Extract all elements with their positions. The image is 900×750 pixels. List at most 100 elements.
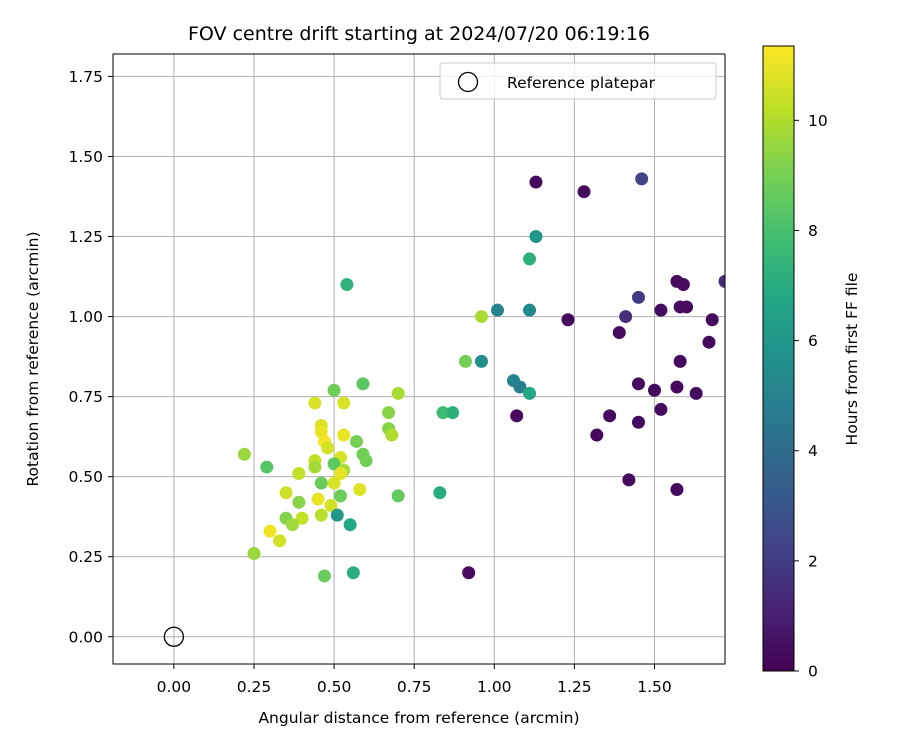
data-point xyxy=(631,415,645,429)
data-point xyxy=(337,396,351,410)
data-point xyxy=(333,466,347,480)
chart-title: FOV centre drift starting at 2024/07/20 … xyxy=(188,23,650,45)
data-point xyxy=(260,460,274,474)
data-point xyxy=(327,383,341,397)
data-point xyxy=(603,409,617,423)
data-point xyxy=(702,335,716,349)
data-point xyxy=(356,377,370,391)
x-axis-label: Angular distance from reference (arcmin) xyxy=(258,709,579,727)
y-tick-label: 0.75 xyxy=(68,388,103,406)
data-point xyxy=(622,473,636,487)
data-point xyxy=(433,486,447,500)
data-point xyxy=(474,310,488,324)
x-tick-label: 0.25 xyxy=(237,678,272,696)
y-tick-label: 1.75 xyxy=(68,68,103,86)
data-point xyxy=(382,406,396,420)
data-point xyxy=(619,310,633,324)
data-point xyxy=(590,428,604,442)
legend-box xyxy=(439,62,717,100)
data-point xyxy=(353,482,367,496)
y-axis-label: Rotation from reference (arcmin) xyxy=(24,231,42,486)
reference-marker xyxy=(163,626,185,647)
data-point xyxy=(346,566,360,580)
y-tick-label: 1.25 xyxy=(68,228,103,246)
colorbar-tick-label: 0 xyxy=(808,663,818,681)
colorbar-tick-label: 6 xyxy=(808,332,818,350)
data-point xyxy=(385,428,399,442)
data-point xyxy=(631,377,645,391)
data-point xyxy=(391,489,405,503)
data-point xyxy=(324,498,338,512)
data-point xyxy=(654,303,668,317)
x-tick-label: 1.00 xyxy=(477,678,512,696)
data-point xyxy=(279,486,293,500)
data-point xyxy=(689,386,703,400)
data-point xyxy=(612,326,626,340)
data-point xyxy=(273,534,287,548)
colorbar-tick-label: 10 xyxy=(808,112,828,130)
data-point xyxy=(292,495,306,509)
colorbar-label: Hours from first FF file xyxy=(843,273,861,446)
data-point xyxy=(705,313,719,327)
data-point xyxy=(350,434,364,448)
data-point xyxy=(631,290,645,304)
legend-marker-reference xyxy=(457,71,479,93)
x-axis-ticks: 0.00 0.25 0.50 0.75 1.00 1.25 1.50 xyxy=(157,664,672,696)
colorbar: 0 2 4 6 8 10 Hours from first FF file xyxy=(762,45,861,681)
data-point xyxy=(523,386,537,400)
data-point xyxy=(510,409,524,423)
data-point xyxy=(308,396,322,410)
data-point xyxy=(327,457,341,471)
reference-point xyxy=(163,626,185,647)
data-point xyxy=(333,489,347,503)
data-point xyxy=(247,547,261,561)
data-point xyxy=(314,476,328,490)
data-point xyxy=(311,492,325,506)
data-point xyxy=(340,278,354,292)
data-point xyxy=(462,566,476,580)
y-tick-label: 1.50 xyxy=(68,148,103,166)
data-point xyxy=(343,518,357,532)
data-point xyxy=(292,466,306,480)
data-point xyxy=(237,447,251,461)
colorbar-tick-label: 2 xyxy=(808,552,818,570)
data-point xyxy=(337,428,351,442)
colorbar-gradient xyxy=(762,45,795,672)
data-point xyxy=(673,354,687,368)
data-point xyxy=(314,508,328,522)
data-point xyxy=(263,524,277,538)
colorbar-tick-label: 4 xyxy=(808,442,818,460)
data-point xyxy=(718,274,725,288)
data-point xyxy=(458,354,472,368)
y-tick-label: 1.00 xyxy=(68,308,103,326)
data-point xyxy=(561,313,575,327)
data-point xyxy=(330,508,344,522)
data-point xyxy=(523,303,537,317)
legend: Reference platepar xyxy=(439,62,717,100)
data-point xyxy=(491,303,505,317)
x-tick-label: 0.50 xyxy=(317,678,352,696)
data-point xyxy=(391,386,405,400)
data-point xyxy=(308,460,322,474)
data-point xyxy=(577,185,591,199)
colorbar-ticks: 0 2 4 6 8 10 xyxy=(794,112,828,681)
data-point xyxy=(670,482,684,496)
data-point xyxy=(327,476,341,490)
data-point xyxy=(474,354,488,368)
data-point xyxy=(648,383,662,397)
data-point xyxy=(436,406,450,420)
x-tick-label: 0.75 xyxy=(397,678,432,696)
data-point xyxy=(635,172,649,186)
y-axis-ticks: 0.00 0.25 0.50 0.75 1.00 1.25 1.50 1.75 xyxy=(68,68,113,646)
data-point xyxy=(446,406,460,420)
x-tick-label: 0.00 xyxy=(157,678,192,696)
data-point xyxy=(676,278,690,292)
data-point xyxy=(523,252,537,266)
data-point xyxy=(680,300,694,314)
data-point xyxy=(654,402,668,416)
data-point xyxy=(317,569,331,583)
data-point xyxy=(529,230,543,244)
grid xyxy=(113,54,725,664)
y-tick-label: 0.50 xyxy=(68,468,103,486)
